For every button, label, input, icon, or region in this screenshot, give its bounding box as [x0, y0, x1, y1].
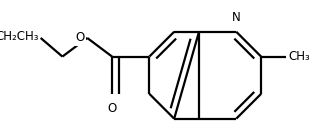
Text: O: O — [108, 102, 117, 115]
Text: CH₃: CH₃ — [288, 50, 310, 63]
Text: CH₂CH₃: CH₂CH₃ — [0, 30, 39, 43]
Text: O: O — [76, 31, 85, 44]
Text: N: N — [232, 11, 241, 24]
